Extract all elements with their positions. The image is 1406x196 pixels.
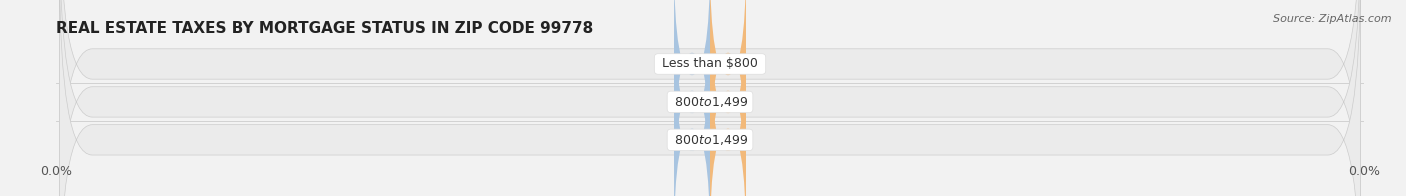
Text: 0.0%: 0.0%	[676, 97, 707, 107]
Text: 0.0%: 0.0%	[713, 59, 744, 69]
Text: 0.0%: 0.0%	[713, 97, 744, 107]
FancyBboxPatch shape	[710, 0, 747, 166]
FancyBboxPatch shape	[673, 38, 710, 196]
FancyBboxPatch shape	[673, 0, 710, 166]
Text: Source: ZipAtlas.com: Source: ZipAtlas.com	[1274, 14, 1392, 24]
Text: REAL ESTATE TAXES BY MORTGAGE STATUS IN ZIP CODE 99778: REAL ESTATE TAXES BY MORTGAGE STATUS IN …	[56, 21, 593, 36]
Text: $800 to $1,499: $800 to $1,499	[671, 95, 749, 109]
FancyBboxPatch shape	[710, 38, 747, 196]
FancyBboxPatch shape	[59, 0, 1361, 196]
FancyBboxPatch shape	[710, 0, 747, 196]
FancyBboxPatch shape	[59, 0, 1361, 196]
Text: Less than $800: Less than $800	[658, 57, 762, 71]
Text: $800 to $1,499: $800 to $1,499	[671, 133, 749, 147]
Text: 0.0%: 0.0%	[713, 135, 744, 145]
Text: 0.0%: 0.0%	[676, 135, 707, 145]
FancyBboxPatch shape	[673, 0, 710, 196]
Text: 0.0%: 0.0%	[676, 59, 707, 69]
FancyBboxPatch shape	[59, 0, 1361, 196]
